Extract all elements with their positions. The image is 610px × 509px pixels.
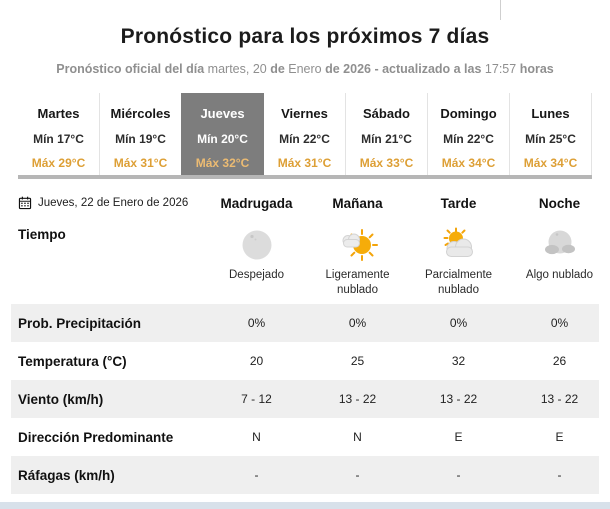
weather-desc: Ligeramente nublado	[325, 269, 390, 296]
row-label-tiempo: Tiempo	[18, 227, 66, 242]
cell-value: 13 - 22	[338, 392, 377, 406]
day-selector: Martes Mín 17°C Máx 29°C Miércoles Mín 1…	[18, 93, 592, 175]
cell-value: 26	[552, 354, 567, 368]
day-max-temp: Máx 34°C	[523, 156, 578, 170]
day-name: Domingo	[440, 106, 497, 121]
day-max-temp: Máx 31°C	[277, 156, 332, 170]
day-card-lunes[interactable]: Lunes Mín 25°C Máx 34°C	[509, 93, 592, 175]
weather-desc: Despejado	[229, 269, 284, 281]
table-row-viento: Viento (km/h) 7 - 12 13 - 22 13 - 22 13 …	[0, 380, 610, 418]
cell-value: -	[456, 468, 461, 482]
table-row-precipitacion: Prob. Precipitación 0% 0% 0% 0%	[0, 304, 610, 342]
day-min-temp: Mín 20°C	[197, 132, 248, 146]
cell-value: -	[557, 468, 562, 482]
subtitle-segment: 17:57	[484, 62, 520, 76]
day-name: Martes	[37, 106, 80, 121]
row-label: Prob. Precipitación	[18, 315, 142, 331]
day-card-miercoles[interactable]: Miércoles Mín 19°C Máx 31°C	[99, 93, 181, 175]
day-min-temp: Mín 22°C	[279, 132, 330, 146]
day-card-viernes[interactable]: Viernes Mín 22°C Máx 31°C	[263, 93, 345, 175]
cell-value: E	[454, 430, 463, 444]
column-header-manana: Mañana	[332, 195, 383, 211]
weather-desc: Parcialmente nublado	[424, 269, 493, 296]
cell-value: 0%	[449, 316, 468, 330]
day-card-jueves-selected[interactable]: Jueves Mín 20°C Máx 32°C	[181, 93, 263, 175]
day-min-temp: Mín 25°C	[525, 132, 576, 146]
day-max-temp: Máx 29°C	[31, 156, 86, 170]
day-strip-underline	[18, 175, 592, 179]
day-name: Sábado	[363, 106, 410, 121]
page-title: Pronóstico para los próximos 7 días	[120, 25, 490, 48]
day-card-sabado[interactable]: Sábado Mín 21°C Máx 33°C	[345, 93, 427, 175]
day-max-temp: Máx 33°C	[359, 156, 414, 170]
moon-icon	[236, 227, 278, 265]
vertical-divider-artifact	[500, 0, 501, 20]
weather-desc: Algo nublado	[525, 269, 594, 281]
subtitle-segment: horas	[519, 62, 554, 76]
table-row-temperatura: Temperatura (°C) 20 25 32 26	[0, 342, 610, 380]
day-max-temp: Máx 34°C	[441, 156, 496, 170]
tiempo-row: Tiempo Despejado	[0, 218, 610, 304]
column-header-madrugada: Madrugada	[220, 195, 293, 211]
cell-value: 0%	[550, 316, 569, 330]
day-min-temp: Mín 17°C	[33, 132, 84, 146]
cell-value: 25	[350, 354, 365, 368]
day-card-domingo[interactable]: Domingo Mín 22°C Máx 34°C	[427, 93, 509, 175]
sun-small-cloud-icon	[337, 227, 379, 265]
day-min-temp: Mín 19°C	[115, 132, 166, 146]
day-min-temp: Mín 22°C	[443, 132, 494, 146]
cell-value: 0%	[348, 316, 367, 330]
row-label: Dirección Predominante	[18, 429, 174, 445]
table-row-direccion: Dirección Predominante N N E E	[0, 418, 610, 456]
day-max-temp: Máx 32°C	[195, 156, 250, 170]
day-name: Jueves	[200, 106, 245, 121]
calendar-icon	[18, 196, 32, 210]
subtitle-segment: de 2026	[325, 62, 375, 76]
cell-value: 20	[249, 354, 264, 368]
cell-value: 13 - 22	[540, 392, 579, 406]
day-name: Viernes	[281, 106, 328, 121]
bottom-strip	[0, 502, 610, 509]
subtitle-segment: Pronóstico oficial del día	[56, 62, 208, 76]
subtitle-segment: Enero	[288, 62, 326, 76]
table-row-rafagas: Ráfagas (km/h) - - - -	[0, 456, 610, 494]
detail-table-header: Jueves, 22 de Enero de 2026 Madrugada Ma…	[0, 188, 610, 218]
cell-value: 13 - 22	[439, 392, 478, 406]
cell-value: N	[252, 430, 261, 444]
subtitle-segment: martes, 20	[207, 62, 271, 76]
cell-value: 32	[451, 354, 466, 368]
subtitle-segment: - actualizado a las	[374, 62, 485, 76]
subtitle-segment: de	[270, 62, 289, 76]
day-min-temp: Mín 21°C	[361, 132, 412, 146]
cell-value: -	[355, 468, 360, 482]
day-card-martes[interactable]: Martes Mín 17°C Máx 29°C	[18, 93, 99, 175]
column-header-noche: Noche	[538, 195, 581, 211]
selected-date-label: Jueves, 22 de Enero de 2026	[38, 197, 189, 209]
forecast-subtitle: Pronóstico oficial del día martes, 20 de…	[0, 62, 610, 76]
sun-behind-cloud-icon	[438, 227, 480, 265]
cell-value: E	[555, 430, 564, 444]
day-name: Lunes	[531, 106, 570, 121]
cell-value: N	[353, 430, 362, 444]
day-name: Miércoles	[110, 106, 171, 121]
row-label: Temperatura (°C)	[18, 353, 127, 369]
cell-value: 7 - 12	[241, 392, 272, 406]
row-label: Viento (km/h)	[18, 391, 104, 407]
cell-value: -	[254, 468, 259, 482]
day-max-temp: Máx 31°C	[113, 156, 168, 170]
cell-value: 0%	[247, 316, 266, 330]
header: Pronóstico para los próximos 7 días Pron…	[0, 0, 610, 76]
column-header-tarde: Tarde	[440, 195, 477, 211]
moon-clouds-icon	[539, 227, 581, 265]
row-label: Ráfagas (km/h)	[18, 467, 115, 483]
